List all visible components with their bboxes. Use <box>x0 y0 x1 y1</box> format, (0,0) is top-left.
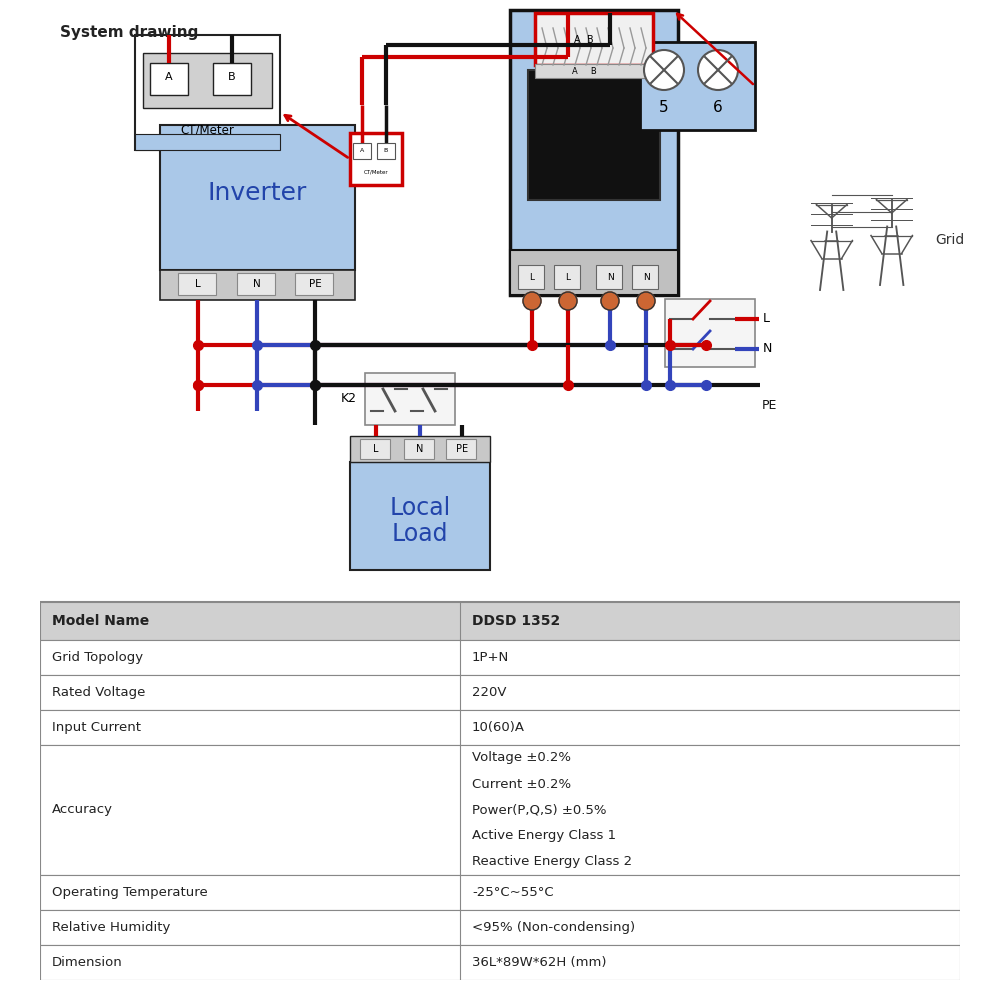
Text: Input Current: Input Current <box>52 721 141 734</box>
Text: Current ±0.2%: Current ±0.2% <box>472 778 571 790</box>
Text: L: L <box>566 272 570 282</box>
Text: N: N <box>607 272 613 282</box>
Bar <box>365 373 455 425</box>
Bar <box>596 265 622 289</box>
Text: DDSD 1352: DDSD 1352 <box>472 614 560 628</box>
Bar <box>640 42 755 130</box>
Text: 5: 5 <box>659 101 669 115</box>
Bar <box>160 270 355 300</box>
Text: 10(60)A: 10(60)A <box>472 721 525 734</box>
Text: CT/Meter: CT/Meter <box>364 169 388 174</box>
Bar <box>135 134 280 150</box>
Bar <box>377 143 395 159</box>
Text: B: B <box>384 148 388 153</box>
Circle shape <box>644 50 684 90</box>
Bar <box>665 299 755 367</box>
Text: A: A <box>360 148 364 153</box>
Bar <box>510 10 678 295</box>
Text: PE: PE <box>762 399 777 412</box>
Bar <box>40 910 960 945</box>
Bar <box>40 640 960 675</box>
Text: CT/Meter: CT/Meter <box>181 123 234 136</box>
Bar <box>40 602 960 640</box>
Text: A     B: A B <box>572 66 596 76</box>
Text: Dimension: Dimension <box>52 956 123 969</box>
Bar <box>350 462 490 570</box>
Text: Power(P,Q,S) ±0.5%: Power(P,Q,S) ±0.5% <box>472 804 607 816</box>
Text: L: L <box>763 312 770 326</box>
Text: PE: PE <box>456 444 468 454</box>
Bar <box>150 63 188 95</box>
Bar <box>535 13 653 65</box>
Text: A: A <box>165 72 173 82</box>
Bar <box>237 273 275 295</box>
Text: N: N <box>763 342 772 356</box>
Bar <box>40 675 960 710</box>
Bar <box>40 945 960 980</box>
Text: Accuracy: Accuracy <box>52 804 113 816</box>
Bar <box>295 273 333 295</box>
Text: Voltage ±0.2%: Voltage ±0.2% <box>472 752 571 764</box>
Bar <box>40 710 960 745</box>
Bar <box>446 439 476 459</box>
Text: L: L <box>530 272 534 282</box>
Bar <box>213 63 251 95</box>
Text: N: N <box>416 444 424 454</box>
Text: Model Name: Model Name <box>52 614 149 628</box>
Text: 6: 6 <box>713 101 723 115</box>
Bar <box>350 436 490 462</box>
Bar <box>535 64 653 78</box>
Bar <box>404 439 434 459</box>
Bar <box>353 143 371 159</box>
Text: 1P+N: 1P+N <box>472 651 509 664</box>
Bar <box>518 265 544 289</box>
Text: Grid Topology: Grid Topology <box>52 651 143 664</box>
Text: System drawing: System drawing <box>60 25 198 40</box>
Text: 36L*89W*62H (mm): 36L*89W*62H (mm) <box>472 956 607 969</box>
Bar <box>528 70 660 200</box>
Text: Operating Temperature: Operating Temperature <box>52 886 208 899</box>
Circle shape <box>523 292 541 310</box>
Text: K2: K2 <box>341 392 357 406</box>
Text: PE: PE <box>309 279 321 289</box>
Text: Relative Humidity: Relative Humidity <box>52 921 170 934</box>
Circle shape <box>601 292 619 310</box>
Bar <box>554 265 580 289</box>
Text: N: N <box>643 272 649 282</box>
Text: L: L <box>373 444 379 454</box>
Bar <box>510 250 678 295</box>
Bar <box>135 35 280 150</box>
Bar <box>40 875 960 910</box>
Circle shape <box>698 50 738 90</box>
Text: 220V: 220V <box>472 686 507 699</box>
Text: B: B <box>228 72 236 82</box>
Text: N: N <box>253 279 261 289</box>
Text: Reactive Energy Class 2: Reactive Energy Class 2 <box>472 856 632 868</box>
Text: Rated Voltage: Rated Voltage <box>52 686 145 699</box>
Bar <box>178 273 216 295</box>
Text: Local: Local <box>389 496 451 520</box>
Text: <95% (Non-condensing): <95% (Non-condensing) <box>472 921 635 934</box>
Text: Grid: Grid <box>935 233 964 247</box>
Text: A  B: A B <box>574 35 594 45</box>
Circle shape <box>637 292 655 310</box>
Circle shape <box>559 292 577 310</box>
Text: Load: Load <box>392 522 448 546</box>
Text: -25°C~55°C: -25°C~55°C <box>472 886 554 899</box>
Bar <box>632 265 658 289</box>
Text: Active Energy Class 1: Active Energy Class 1 <box>472 830 616 842</box>
Bar <box>350 133 402 185</box>
Text: Inverter: Inverter <box>208 180 307 205</box>
Bar <box>40 745 960 875</box>
Bar <box>360 439 390 459</box>
Text: L: L <box>195 279 201 289</box>
Bar <box>143 53 272 108</box>
Bar <box>160 125 355 270</box>
